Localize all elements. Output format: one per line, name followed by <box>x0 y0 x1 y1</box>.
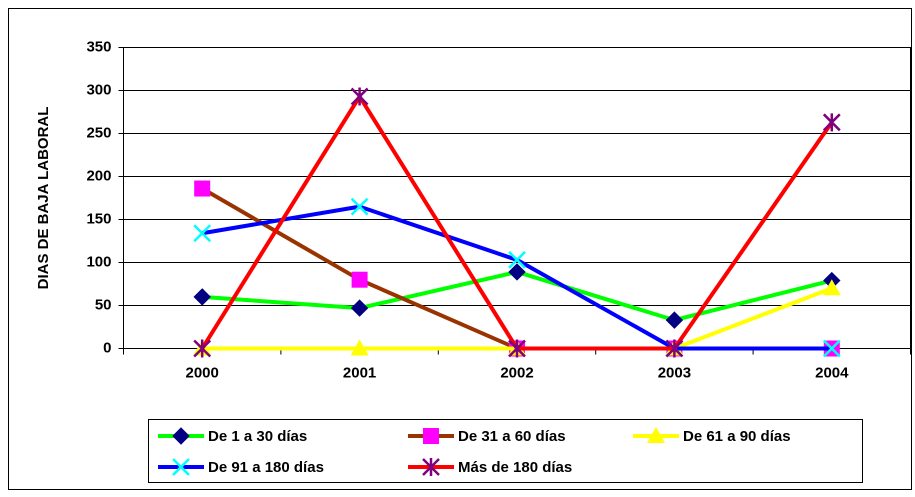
legend-marker <box>423 428 439 444</box>
y-tick-label: 350 <box>86 38 111 55</box>
legend-label: De 91 a 180 días <box>208 459 324 476</box>
x-tick-label: 2004 <box>815 364 849 381</box>
chart-border <box>8 8 912 490</box>
legend-label: Más de 180 días <box>458 459 572 476</box>
legend-marker <box>172 427 190 445</box>
x-tick-label: 2002 <box>500 364 533 381</box>
data-point <box>508 339 526 358</box>
y-tick-label: 150 <box>86 210 111 227</box>
x-tick-label: 2001 <box>343 364 376 381</box>
data-point <box>665 311 684 329</box>
data-point <box>193 288 211 306</box>
data-point <box>822 279 841 296</box>
legend-label: De 1 a 30 días <box>208 428 307 445</box>
data-point <box>193 339 212 358</box>
y-tick-label: 100 <box>86 253 111 270</box>
data-point <box>350 197 369 216</box>
legend-label: De 61 a 90 días <box>683 428 791 445</box>
legend-marker <box>422 458 440 476</box>
legend-marker <box>172 458 190 476</box>
data-point <box>350 299 369 317</box>
legend-label: De 31 a 60 días <box>458 428 566 445</box>
data-point <box>508 251 526 269</box>
y-tick-label: 300 <box>86 81 111 98</box>
y-axis-label: DIAS DE BAJA LABORAL <box>35 107 52 290</box>
legend <box>148 419 863 483</box>
data-point <box>822 113 841 132</box>
data-point <box>194 180 211 197</box>
x-tick-label: 2000 <box>186 364 219 381</box>
data-point <box>508 263 526 281</box>
data-point <box>350 339 369 356</box>
legend-marker <box>647 427 665 443</box>
data-point <box>822 339 841 358</box>
data-point <box>350 87 369 106</box>
y-tick-label: 200 <box>86 167 111 184</box>
y-tick-label: 0 <box>103 339 111 356</box>
data-point <box>665 339 684 358</box>
y-tick-label: 250 <box>86 124 111 141</box>
data-point <box>351 271 368 288</box>
y-tick-label: 50 <box>95 296 112 313</box>
x-tick-label: 2003 <box>658 364 691 381</box>
data-point <box>193 224 212 243</box>
